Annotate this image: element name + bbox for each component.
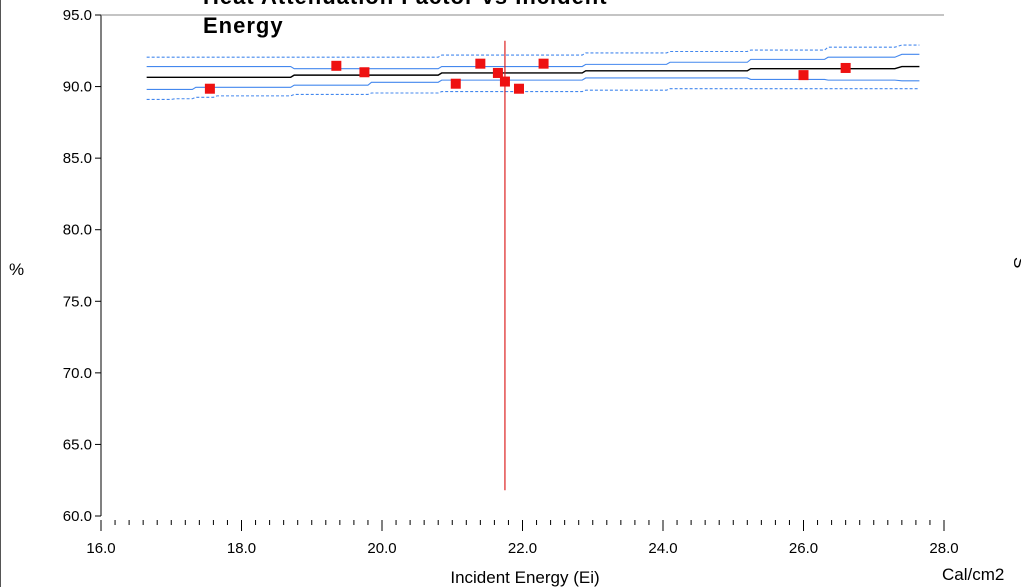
data-point [450,78,461,89]
x-tick-label: 16.0 [86,540,115,557]
series-line-prediction-lower [146,88,920,100]
data-point [798,70,809,81]
x-axis-ticks: 16.0 18.0 20.0 22.0 24.0 26.0 28.0 [86,520,959,557]
x-axis-minor-ticks [114,520,931,525]
y-axis-label: % [9,260,24,279]
data-point [331,60,342,71]
series-line-confidence-lower [146,77,920,90]
data-point [492,67,503,78]
x-tick-label: 24.0 [648,540,677,557]
window-left-edge [0,0,1,587]
x-tick-label: 26.0 [789,540,818,557]
series-line-fit [146,65,920,78]
chart-title-line-2: Energy [203,13,284,38]
data-point [840,62,851,73]
y-tick-label: 85.0 [63,150,92,167]
y-axis-ticks: 60.0 65.0 70.0 75.0 80.0 85.0 90.0 95.0 [63,7,101,525]
chart-title-line-1: Heat Attenuation Factor vs Incident [203,0,608,9]
x-axis-unit: Cal/cm2 [942,565,1004,584]
x-tick-label: 28.0 [929,540,958,557]
y-tick-label: 80.0 [63,222,92,239]
data-point [538,58,549,69]
y-tick-label: 75.0 [63,293,92,310]
y-tick-label: 65.0 [63,436,92,453]
data-point [513,83,524,94]
data-point [475,58,486,69]
data-point [204,83,215,94]
y-tick-label: 70.0 [63,365,92,382]
x-axis-label: Incident Energy (Ei) [450,568,599,587]
right-edge-text: S [1010,257,1021,268]
data-points [204,58,851,94]
data-point [499,76,510,87]
y-tick-label: 90.0 [63,79,92,96]
x-tick-label: 20.0 [367,540,396,557]
x-tick-label: 18.0 [227,540,256,557]
series-line-confidence-upper [146,53,920,70]
y-tick-label: 95.0 [63,7,92,24]
series-line-prediction-upper [146,44,920,58]
chart-axes: 60.0 65.0 70.0 75.0 80.0 85.0 90.0 95.0 16.0 18.… [63,7,959,557]
data-point [359,67,370,78]
x-tick-label: 22.0 [508,540,537,557]
y-tick-label: 60.0 [63,508,92,525]
